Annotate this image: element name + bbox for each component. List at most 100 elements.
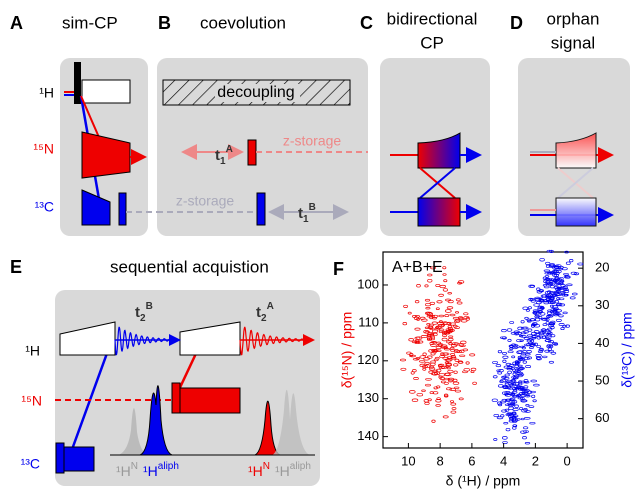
peak xyxy=(513,345,520,349)
peak xyxy=(552,308,558,313)
peak xyxy=(458,361,464,364)
z-storage-label: z-storage xyxy=(283,133,342,149)
peak xyxy=(556,297,561,301)
peak xyxy=(445,298,452,302)
peak xyxy=(429,316,434,320)
peak xyxy=(436,341,442,345)
peak xyxy=(452,342,459,346)
peak xyxy=(546,315,551,319)
peak xyxy=(450,410,457,414)
peak xyxy=(458,397,464,401)
peak xyxy=(433,358,439,362)
peak xyxy=(413,377,419,380)
peak xyxy=(446,306,454,310)
label-base: ¹H xyxy=(275,463,290,479)
peak xyxy=(448,341,453,346)
peak xyxy=(455,298,461,302)
spectrum-plot xyxy=(382,249,584,449)
peak xyxy=(501,409,508,413)
peak xyxy=(516,339,523,343)
peak xyxy=(548,322,555,326)
panel-title: sim-CP xyxy=(62,13,118,32)
peak xyxy=(537,310,543,313)
x-tick-label: 6 xyxy=(468,453,475,468)
peak xyxy=(402,321,408,326)
peak xyxy=(547,327,553,331)
peak xyxy=(527,328,533,332)
peak xyxy=(545,261,551,265)
peak xyxy=(512,400,518,404)
peak xyxy=(436,300,443,304)
peak xyxy=(577,262,584,266)
peak xyxy=(533,330,540,334)
nucleus-label: ¹³C xyxy=(21,456,40,472)
peak xyxy=(508,344,514,348)
y-axis-label: δ(¹⁵N) / ppm xyxy=(339,312,355,389)
peak xyxy=(546,311,553,315)
peak xyxy=(562,285,568,289)
peak xyxy=(463,316,470,320)
peak xyxy=(497,371,503,375)
peak xyxy=(519,345,526,349)
peak xyxy=(548,360,554,364)
peak xyxy=(507,386,513,390)
x-tick-label: 8 xyxy=(437,453,444,468)
peak xyxy=(520,398,527,403)
peak xyxy=(438,373,446,377)
peak xyxy=(524,410,531,413)
peak xyxy=(503,376,510,380)
peak xyxy=(521,408,528,413)
peak xyxy=(426,333,431,337)
label-base: ¹H xyxy=(248,463,263,479)
panel-letter: C xyxy=(360,13,373,33)
y-tick-label: 140 xyxy=(357,428,379,443)
peak xyxy=(569,296,576,300)
peak xyxy=(538,310,543,314)
peak xyxy=(429,301,436,305)
peak xyxy=(454,311,460,314)
peak xyxy=(438,324,445,328)
peak xyxy=(502,441,508,444)
t-sub: 1 xyxy=(220,156,226,167)
peak xyxy=(520,320,525,324)
peak xyxy=(441,366,448,369)
peak xyxy=(415,357,421,360)
peak xyxy=(445,387,453,391)
peak xyxy=(518,358,525,362)
panel-title: orphan xyxy=(547,9,600,28)
peak xyxy=(505,427,511,432)
peak xyxy=(549,291,555,295)
peak xyxy=(426,355,433,359)
peak xyxy=(509,321,515,324)
peak xyxy=(549,304,554,308)
peak xyxy=(564,250,569,254)
y-tick-label: 100 xyxy=(357,276,379,291)
peak xyxy=(452,381,460,385)
peak xyxy=(517,326,524,331)
peak xyxy=(499,379,504,384)
peak xyxy=(430,352,436,356)
peak xyxy=(520,335,527,338)
peak xyxy=(562,311,568,315)
z-storage-label: z-storage xyxy=(176,193,235,209)
peak xyxy=(524,353,531,356)
peak xyxy=(517,355,522,360)
peak xyxy=(435,307,440,310)
peak xyxy=(514,332,519,336)
peak xyxy=(523,330,529,334)
peak xyxy=(430,335,436,339)
peak xyxy=(522,436,527,440)
peak xyxy=(425,311,432,315)
peak xyxy=(542,276,547,280)
peak xyxy=(541,355,548,359)
peak xyxy=(520,326,527,330)
peak xyxy=(438,366,445,370)
peak xyxy=(511,395,519,398)
panel-title: coevolution xyxy=(200,13,286,32)
peak xyxy=(400,367,407,371)
x-tick-label: 2 xyxy=(532,453,539,468)
peak xyxy=(507,370,512,374)
peak xyxy=(416,336,423,340)
t-sup: A xyxy=(267,301,274,312)
peak xyxy=(501,336,507,340)
